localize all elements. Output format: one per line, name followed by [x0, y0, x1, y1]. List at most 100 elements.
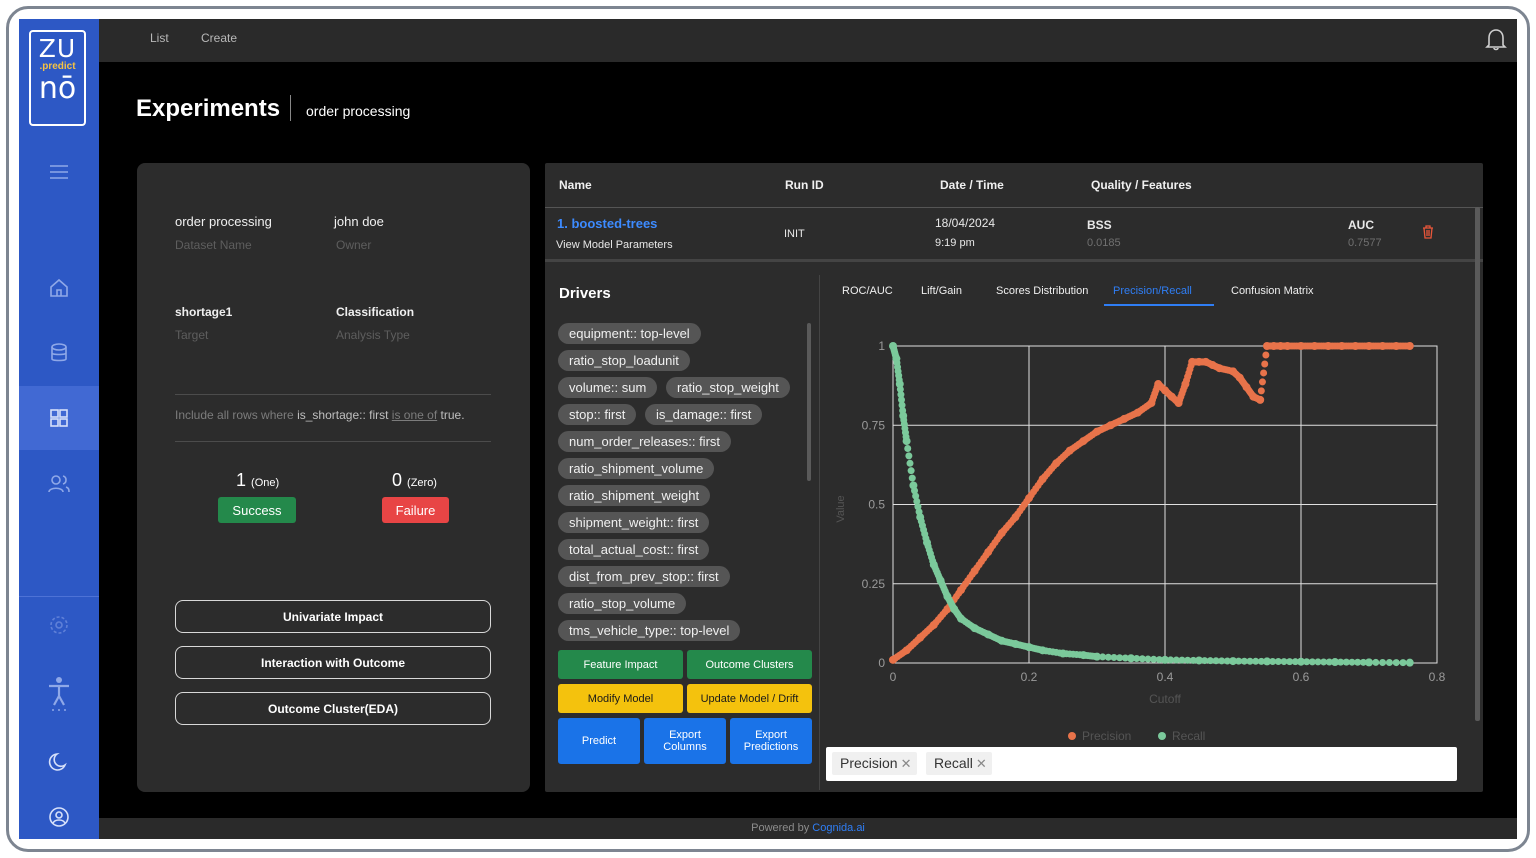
modify-model-button[interactable]: Modify Model — [558, 684, 683, 713]
driver-chip[interactable]: tms_vehicle_type:: top-level — [558, 620, 741, 641]
data-point — [1252, 657, 1260, 665]
analysis-type-label: Analysis Type — [336, 328, 410, 342]
app-screen: ZU .predict nō — [19, 19, 1517, 839]
data-point — [902, 437, 911, 446]
accessibility-icon[interactable] — [19, 662, 99, 726]
hamburger-menu-icon[interactable] — [19, 140, 99, 204]
x-tick-label: 0.4 — [1157, 670, 1174, 684]
series-tag-precision[interactable]: Precision ✕ — [832, 752, 917, 775]
driver-chip[interactable]: stop:: first — [558, 404, 637, 425]
data-point — [1314, 658, 1322, 666]
data-point — [1280, 658, 1288, 666]
tab-scores-distribution[interactable]: Scores Distribution — [996, 285, 1089, 297]
database-icon[interactable] — [19, 321, 99, 385]
export-predictions-button[interactable]: Export Predictions — [730, 718, 812, 764]
y-tick-label: 1 — [878, 339, 885, 353]
tab-lift-gain[interactable]: Lift/Gain — [921, 285, 962, 297]
update-model-drift-button[interactable]: Update Model / Drift — [687, 684, 812, 713]
driver-chip[interactable]: ratio_shipment_weight — [558, 485, 711, 506]
driver-chip[interactable]: shipment_weight:: first — [558, 512, 710, 533]
data-point — [911, 487, 919, 495]
zero-count: 0 (Zero) — [392, 470, 437, 491]
filter-field: is_shortage:: first — [297, 408, 389, 422]
column-header-run-id[interactable]: Run ID — [785, 178, 824, 192]
data-point — [1172, 656, 1180, 664]
univariate-impact-button[interactable]: Univariate Impact — [175, 600, 491, 633]
x-tick-label: 0.2 — [1021, 670, 1038, 684]
column-header-quality-features[interactable]: Quality / Features — [1091, 178, 1192, 192]
driver-chip[interactable]: num_order_releases:: first — [558, 431, 732, 452]
data-point — [1263, 657, 1271, 666]
cognida-link[interactable]: Cognida.ai — [812, 822, 865, 834]
data-point — [1256, 395, 1265, 404]
driver-chip[interactable]: dist_from_prev_stop:: first — [558, 566, 730, 587]
driver-chip[interactable]: is_damage:: first — [645, 404, 763, 425]
auc-value: 0.7577 — [1348, 237, 1382, 249]
series-tag-recall[interactable]: Recall ✕ — [926, 752, 992, 775]
data-point — [1262, 351, 1270, 359]
filter-value: true. — [440, 408, 465, 422]
dark-mode-moon-icon[interactable] — [19, 730, 99, 794]
outcome-clusters-button[interactable]: Outcome Clusters — [687, 650, 812, 679]
app-logo[interactable]: ZU .predict nō — [29, 30, 86, 126]
logo-bottom-text: nō — [38, 71, 77, 106]
outcome-cluster-eda-button[interactable]: Outcome Cluster(EDA) — [175, 692, 491, 725]
data-point — [1121, 654, 1129, 662]
series-multiselect[interactable]: Precision ✕ Recall ✕ — [826, 747, 1457, 781]
table-divider — [545, 207, 1483, 208]
sidebar: ZU .predict nō — [19, 19, 99, 839]
grid-dashboard-icon[interactable] — [19, 386, 99, 450]
home-icon[interactable] — [19, 256, 99, 320]
tab-confusion-matrix[interactable]: Confusion Matrix — [1231, 285, 1314, 297]
predict-button[interactable]: Predict — [558, 718, 640, 764]
export-columns-button[interactable]: Export Columns — [644, 718, 726, 764]
data-point — [1359, 658, 1367, 666]
driver-chip[interactable]: volume:: sum — [558, 377, 658, 398]
data-point — [1260, 369, 1268, 377]
x-tick-label: 0.8 — [1429, 670, 1446, 684]
notifications-bell-icon[interactable] — [1485, 27, 1507, 56]
data-point — [1206, 657, 1214, 665]
remove-tag-icon[interactable]: ✕ — [975, 756, 987, 771]
nav-create[interactable]: Create — [201, 31, 238, 45]
driver-chip[interactable]: ratio_stop_weight — [666, 377, 790, 398]
panel-scrollbar[interactable] — [1475, 207, 1480, 721]
driver-chip[interactable]: ratio_shipment_volume — [558, 458, 715, 479]
zero-count-label: (Zero) — [407, 477, 437, 489]
data-point — [1240, 657, 1248, 665]
filter-operator[interactable]: is one of — [391, 408, 438, 422]
bss-value: 0.0185 — [1087, 237, 1121, 249]
data-point — [1399, 659, 1407, 667]
account-avatar-icon[interactable] — [19, 785, 99, 839]
data-point — [1405, 342, 1414, 350]
data-point — [1235, 657, 1243, 665]
data-point — [897, 391, 905, 399]
feature-impact-button[interactable]: Feature Impact — [558, 650, 683, 679]
logo-top-text: ZU — [38, 34, 77, 63]
drivers-scrollbar[interactable] — [807, 323, 811, 481]
data-point — [1229, 657, 1237, 666]
run-name-link[interactable]: 1. boosted-trees — [557, 216, 658, 231]
data-point — [1144, 655, 1152, 663]
users-icon[interactable] — [19, 452, 99, 516]
remove-tag-icon[interactable]: ✕ — [900, 756, 912, 771]
driver-chip[interactable]: ratio_stop_loadunit — [558, 350, 690, 371]
settings-gear-icon[interactable] — [19, 593, 99, 657]
tab-roc-auc[interactable]: ROC/AUC — [842, 285, 893, 297]
tab-precision-recall[interactable]: Precision/Recall — [1113, 285, 1192, 297]
view-model-parameters-link[interactable]: View Model Parameters — [556, 239, 673, 251]
column-header-date-time[interactable]: Date / Time — [940, 178, 1004, 192]
column-header-name[interactable]: Name — [559, 178, 592, 192]
nav-list[interactable]: List — [150, 31, 169, 45]
y-tick-label: 0.25 — [862, 577, 886, 591]
interaction-with-outcome-button[interactable]: Interaction with Outcome — [175, 646, 491, 679]
data-point — [1372, 658, 1380, 666]
data-point — [898, 396, 905, 404]
driver-chip[interactable]: equipment:: top-level — [558, 323, 701, 344]
data-point — [1104, 653, 1112, 661]
y-tick-label: 0.75 — [862, 418, 886, 432]
data-point — [895, 380, 904, 389]
driver-chip[interactable]: ratio_stop_volume — [558, 593, 687, 614]
delete-trash-icon[interactable] — [1422, 225, 1434, 244]
driver-chip[interactable]: total_actual_cost:: first — [558, 539, 710, 560]
